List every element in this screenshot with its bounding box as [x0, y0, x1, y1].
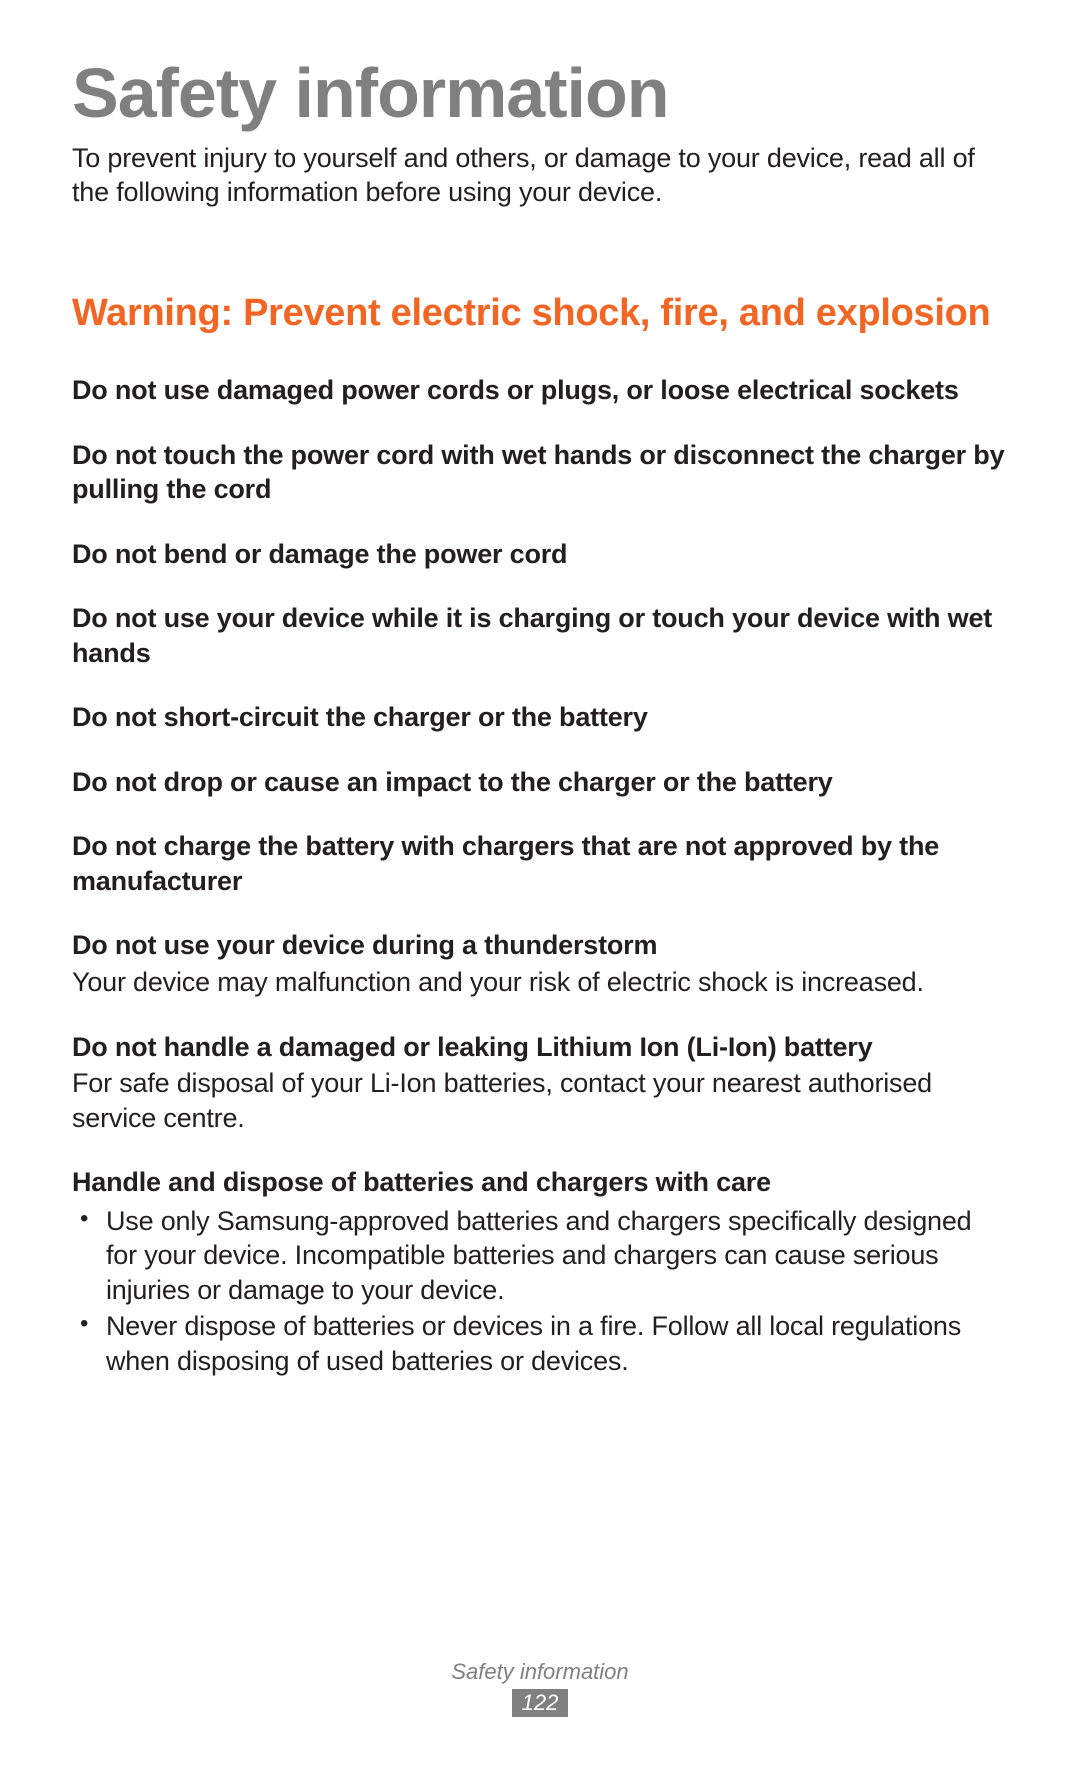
footer-section-label: Safety information [0, 1659, 1080, 1685]
safety-item: Do not touch the power cord with wet han… [72, 438, 1008, 507]
safety-item: Do not drop or cause an impact to the ch… [72, 765, 1008, 800]
safety-item-heading: Handle and dispose of batteries and char… [72, 1165, 1008, 1200]
safety-item-heading: Do not use your device during a thunders… [72, 928, 1008, 963]
safety-item: Do not use your device while it is charg… [72, 601, 1008, 670]
safety-item-bullets: Use only Samsung-approved batteries and … [72, 1204, 1008, 1379]
page-number: 122 [512, 1689, 569, 1717]
safety-item: Do not charge the battery with chargers … [72, 829, 1008, 898]
safety-item: Do not bend or damage the power cord [72, 537, 1008, 572]
safety-item: Do not handle a damaged or leaking Lithi… [72, 1030, 1008, 1136]
safety-item: Do not short-circuit the charger or the … [72, 700, 1008, 735]
safety-items: Do not use damaged power cords or plugs,… [72, 373, 1008, 1378]
safety-item-heading: Do not touch the power cord with wet han… [72, 438, 1008, 507]
safety-item-heading: Do not use damaged power cords or plugs,… [72, 373, 1008, 408]
safety-item-heading: Do not short-circuit the charger or the … [72, 700, 1008, 735]
bullet-item: Use only Samsung-approved batteries and … [72, 1204, 1008, 1308]
safety-item: Do not use your device during a thunders… [72, 928, 1008, 999]
document-page: Safety information To prevent injury to … [0, 0, 1080, 1378]
safety-item-heading: Do not drop or cause an impact to the ch… [72, 765, 1008, 800]
warning-heading: Warning: Prevent electric shock, fire, a… [72, 290, 1008, 338]
page-footer: Safety information 122 [0, 1659, 1080, 1717]
page-title: Safety information [72, 58, 1008, 128]
intro-paragraph: To prevent injury to yourself and others… [72, 142, 1008, 210]
safety-item: Do not use damaged power cords or plugs,… [72, 373, 1008, 408]
bullet-item: Never dispose of batteries or devices in… [72, 1309, 1008, 1378]
safety-item-heading: Do not bend or damage the power cord [72, 537, 1008, 572]
safety-item-body: For safe disposal of your Li-Ion batteri… [72, 1066, 1008, 1135]
safety-item-body: Your device may malfunction and your ris… [72, 965, 1008, 1000]
safety-item-heading: Do not charge the battery with chargers … [72, 829, 1008, 898]
safety-item-heading: Do not use your device while it is charg… [72, 601, 1008, 670]
safety-item-heading: Do not handle a damaged or leaking Lithi… [72, 1030, 1008, 1065]
safety-item: Handle and dispose of batteries and char… [72, 1165, 1008, 1378]
